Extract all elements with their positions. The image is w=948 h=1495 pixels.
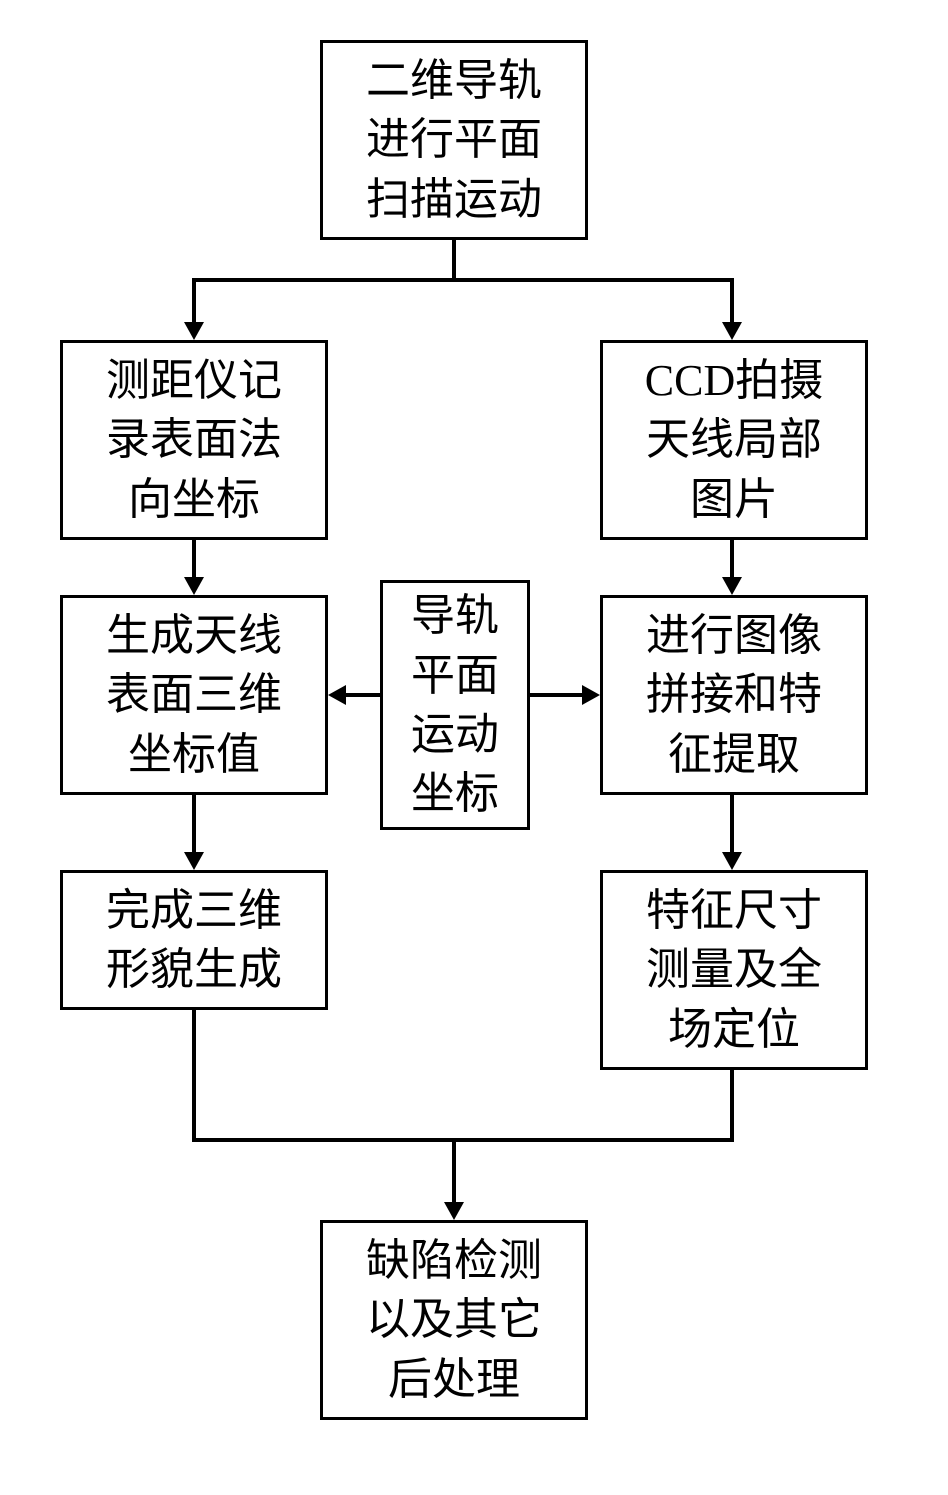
arrow-head-right xyxy=(582,685,600,705)
node-label: 特征尺寸测量及全场定位 xyxy=(646,881,822,1059)
edge-line xyxy=(192,1010,196,1140)
node-3d-coordinates: 生成天线表面三维坐标值 xyxy=(60,595,328,795)
node-label: 缺陷检测以及其它后处理 xyxy=(366,1231,542,1409)
edge-line xyxy=(192,795,196,852)
edge-line xyxy=(730,795,734,852)
node-label: CCD拍摄天线局部图片 xyxy=(645,351,823,529)
edge-line xyxy=(530,693,582,697)
node-label: 二维导轨进行平面扫描运动 xyxy=(366,51,542,229)
edge-line xyxy=(346,693,380,697)
arrow-head-left xyxy=(328,685,346,705)
node-image-stitching: 进行图像拼接和特征提取 xyxy=(600,595,868,795)
edge-line xyxy=(452,240,456,280)
edge-line xyxy=(730,540,734,577)
node-label: 导轨平面运动坐标 xyxy=(411,586,499,824)
arrow-head-down xyxy=(184,322,204,340)
edge-line xyxy=(192,540,196,577)
node-defect-detection: 缺陷检测以及其它后处理 xyxy=(320,1220,588,1420)
edge-line xyxy=(192,278,196,322)
node-label: 生成天线表面三维坐标值 xyxy=(106,606,282,784)
node-guide-coordinates: 导轨平面运动坐标 xyxy=(380,580,530,830)
arrow-head-down xyxy=(722,322,742,340)
arrow-head-down xyxy=(444,1202,464,1220)
node-rangefinder-record: 测距仪记录表面法向坐标 xyxy=(60,340,328,540)
edge-line xyxy=(192,1138,734,1142)
edge-line xyxy=(192,278,734,282)
arrow-head-down xyxy=(184,577,204,595)
node-scan-motion: 二维导轨进行平面扫描运动 xyxy=(320,40,588,240)
flowchart-container: 二维导轨进行平面扫描运动 测距仪记录表面法向坐标 CCD拍摄天线局部图片 生成天… xyxy=(0,0,948,1495)
edge-line xyxy=(730,1070,734,1140)
arrow-head-down xyxy=(184,852,204,870)
edge-line xyxy=(452,1138,456,1202)
node-3d-morphology: 完成三维形貌生成 xyxy=(60,870,328,1010)
node-label: 完成三维形貌生成 xyxy=(106,881,282,1000)
node-label: 测距仪记录表面法向坐标 xyxy=(106,351,282,529)
node-label: 进行图像拼接和特征提取 xyxy=(646,606,822,784)
node-ccd-capture: CCD拍摄天线局部图片 xyxy=(600,340,868,540)
node-feature-measurement: 特征尺寸测量及全场定位 xyxy=(600,870,868,1070)
arrow-head-down xyxy=(722,852,742,870)
edge-line xyxy=(730,278,734,322)
arrow-head-down xyxy=(722,577,742,595)
